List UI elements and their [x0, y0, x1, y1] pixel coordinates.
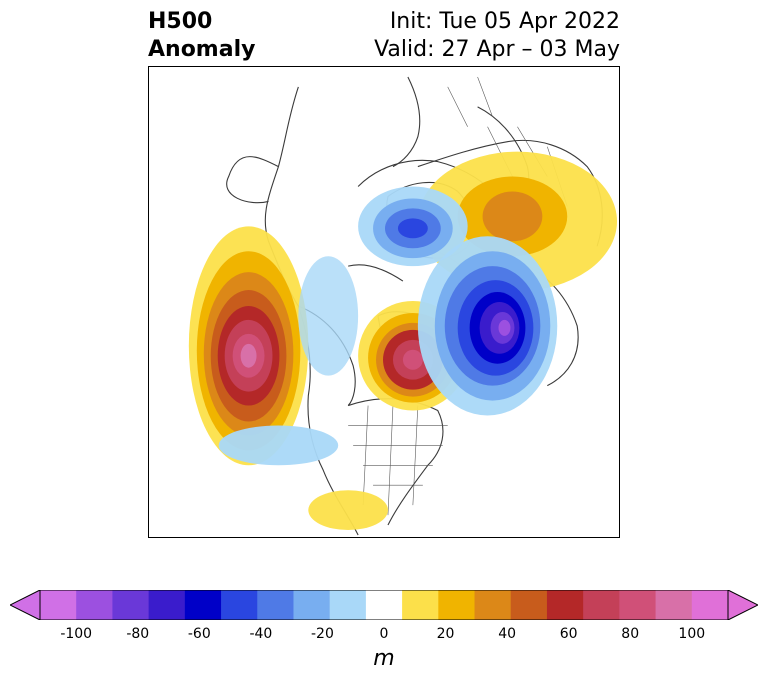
colorbar-segment [184, 590, 222, 620]
anomaly-fill-pacific-positive [188, 226, 309, 466]
colorbar-tick-label: -60 [187, 626, 211, 642]
colorbar-segment [365, 590, 403, 620]
colorbar-segment [221, 590, 258, 620]
colorbar-segment [329, 590, 367, 620]
colorbar-tick-label: -100 [60, 626, 93, 642]
colorbar-segment [293, 590, 331, 620]
colorbar-tick-label: 100 [678, 626, 706, 642]
anomaly-map [188, 76, 618, 536]
colorbar-segment [76, 590, 113, 620]
colorbar-segment [510, 590, 548, 620]
title-variable: H500 [148, 9, 213, 34]
anomaly-fill-eastsiberia-negative [358, 186, 468, 267]
colorbar-extend-min [10, 590, 41, 620]
colorbar-segment [40, 590, 77, 620]
colorbar-tick-label: -80 [126, 626, 150, 642]
colorbar-segment [402, 590, 439, 620]
colorbar-ticks: -100 -80 -60 -40 -20 0 20 40 60 80 100 [0, 626, 768, 646]
colorbar-outline [39, 590, 729, 620]
init-date: Init: Tue 05 Apr 2022 [389, 9, 620, 34]
chart-title-left: H500 Anomaly [148, 8, 255, 64]
colorbar-tick-label: -40 [249, 626, 273, 642]
colorbar-segment [474, 590, 512, 620]
map-panel [148, 66, 620, 538]
colorbar-segment [438, 590, 476, 620]
valid-range: Valid: 27 Apr – 03 May [374, 37, 620, 62]
colorbar-extend-max [727, 590, 758, 620]
anomaly-fill-gulf-positive [308, 490, 388, 531]
colorbar-segment [257, 590, 294, 620]
colorbar-tick-label: 40 [498, 626, 517, 642]
chart-title-right: Init: Tue 05 Apr 2022 Valid: 27 Apr – 03… [374, 8, 620, 64]
colorbar-segment [655, 590, 693, 620]
colorbar-tick-label: 60 [559, 626, 578, 642]
colorbar-segment [546, 590, 584, 620]
anomaly-fill-siberia-negative [417, 236, 558, 416]
colorbar [10, 590, 758, 620]
colorbar-segments [40, 590, 729, 620]
colorbar-units: m [373, 646, 395, 671]
title-anomaly: Anomaly [148, 37, 256, 62]
colorbar-tick-label: 80 [621, 626, 640, 642]
colorbar-tick-label: 0 [379, 626, 389, 642]
colorbar-segment [583, 590, 620, 620]
colorbar-tick-label: 20 [436, 626, 455, 642]
colorbar-segment [691, 590, 729, 620]
colorbar-segment [148, 590, 186, 620]
anomaly-fill-canada-negative [218, 256, 359, 466]
colorbar-segment [619, 590, 657, 620]
colorbar-tick-label: -20 [311, 626, 334, 642]
colorbar-segment [112, 590, 150, 620]
